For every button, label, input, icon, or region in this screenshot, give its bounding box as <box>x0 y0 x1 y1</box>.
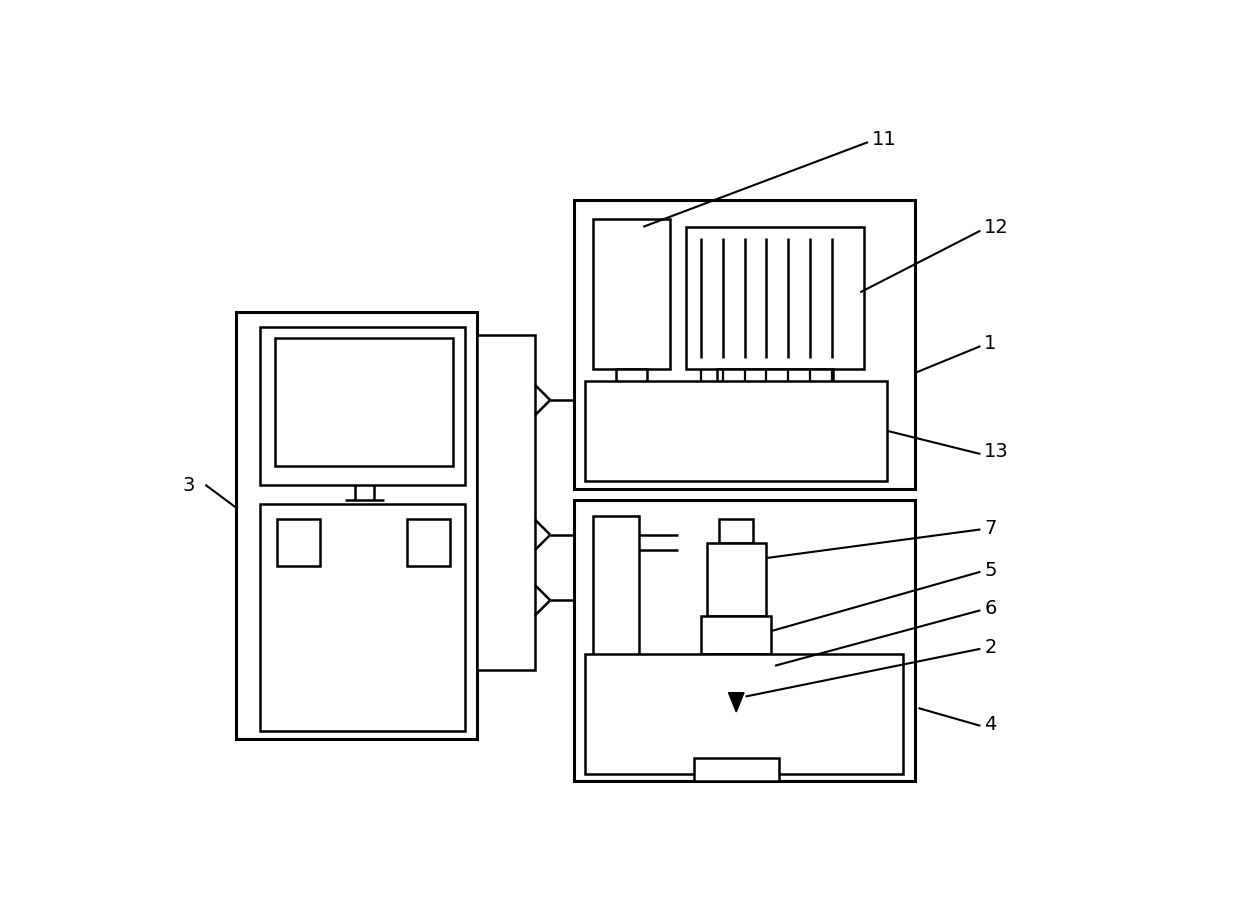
Bar <box>676 731 796 749</box>
Text: 13: 13 <box>985 442 1009 461</box>
Bar <box>275 340 454 466</box>
Text: 1: 1 <box>985 333 997 352</box>
Bar <box>717 370 833 389</box>
Bar <box>707 543 766 616</box>
Bar <box>714 655 758 682</box>
Bar <box>616 370 647 393</box>
Bar <box>573 200 915 489</box>
Bar <box>237 312 476 739</box>
Bar <box>259 328 465 485</box>
Text: 6: 6 <box>985 599 997 618</box>
Bar <box>686 228 864 370</box>
Bar <box>593 220 671 370</box>
Bar <box>593 516 640 682</box>
Text: 3: 3 <box>182 476 195 495</box>
Bar <box>278 520 320 566</box>
Bar <box>476 335 534 670</box>
Bar <box>719 520 754 543</box>
Text: 11: 11 <box>872 130 897 149</box>
Bar <box>407 520 449 566</box>
Bar <box>693 759 779 781</box>
Bar <box>585 655 903 774</box>
Text: 12: 12 <box>985 219 1009 237</box>
Text: 2: 2 <box>985 638 997 656</box>
Text: 4: 4 <box>985 714 997 733</box>
Bar <box>259 505 465 731</box>
Bar <box>622 393 641 405</box>
Bar <box>573 500 915 781</box>
Polygon shape <box>729 693 744 712</box>
Bar <box>775 689 791 720</box>
Bar <box>702 616 771 655</box>
Bar <box>678 718 795 732</box>
Text: 7: 7 <box>985 518 997 537</box>
Bar <box>585 381 888 481</box>
Text: 5: 5 <box>985 561 997 580</box>
Bar <box>682 689 697 720</box>
Bar <box>686 677 786 692</box>
